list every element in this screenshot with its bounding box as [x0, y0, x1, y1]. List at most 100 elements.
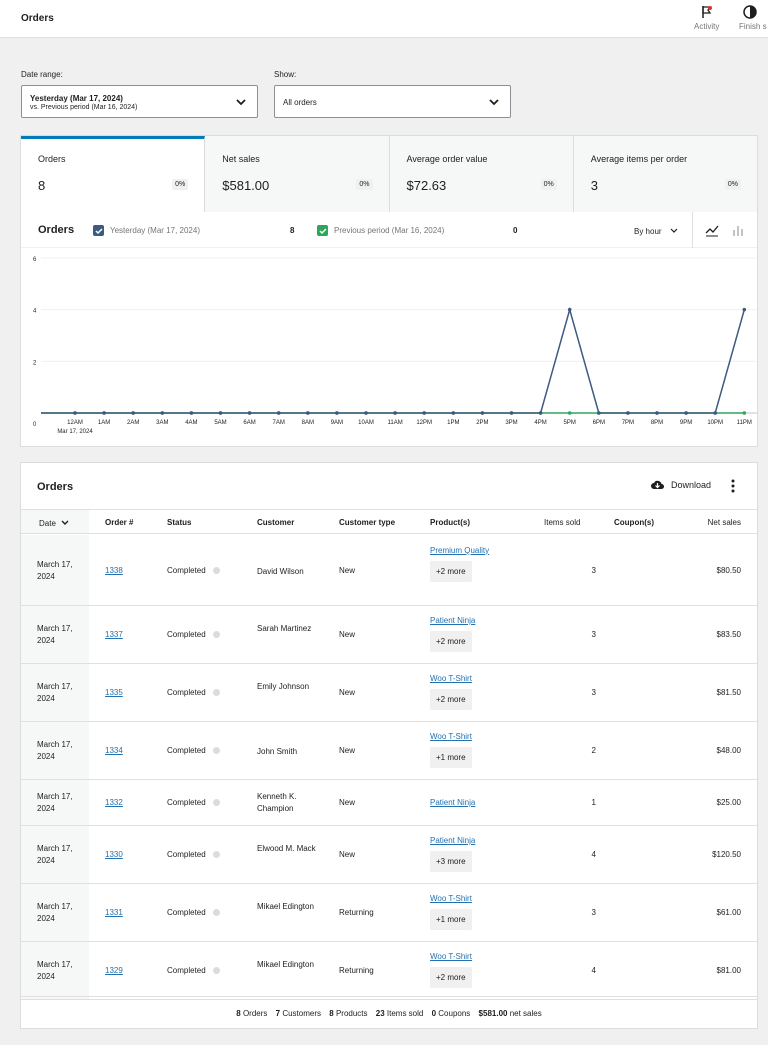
items-sold: 4 [591, 966, 596, 975]
summary-card-average-items[interactable]: Average items per order 3 0% [574, 136, 757, 212]
flag-icon [694, 4, 719, 20]
more-products-button[interactable]: +2 more [430, 967, 472, 988]
order-number-link[interactable]: 1335 [105, 688, 123, 697]
line-chart-icon[interactable] [705, 223, 719, 237]
order-number-link[interactable]: 1330 [105, 850, 123, 859]
summary-card-net-sales[interactable]: Net sales $581.00 0% [205, 136, 390, 212]
data-point-current [597, 411, 601, 415]
table-row: March 17, 2024 1332 Completed Kenneth K. Ch… [21, 780, 757, 826]
order-number-link[interactable]: 1338 [105, 565, 123, 575]
customer-name: John Smith [257, 747, 298, 756]
customer-name: Elwood M. Mack [257, 844, 316, 853]
x-tick-label: 12AM [67, 420, 83, 426]
order-number-link[interactable]: 1334 [105, 746, 123, 755]
products-cell: Patient Ninja +2 more [430, 615, 502, 652]
product-link[interactable]: Patient Ninja [430, 836, 476, 845]
x-tick-label: 11AM [387, 420, 402, 426]
items-sold: 1 [591, 798, 596, 807]
legend-current[interactable]: Yesterday (Mar 17, 2024) [93, 225, 200, 236]
net-sales: $61.00 [716, 908, 741, 917]
column-items-sold[interactable]: Items sold [544, 518, 581, 527]
legend-previous-label: Previous period (Mar 16, 2024) [334, 226, 445, 235]
checkbox-checked-icon [317, 225, 328, 236]
net-sales: $83.50 [716, 630, 741, 639]
net-sales: $120.50 [712, 850, 741, 859]
table-footer-summary: 8 Orders 7 Customers 8 Products 23 Items… [21, 996, 757, 1029]
data-point-current [247, 411, 252, 415]
customer-type: New [339, 565, 356, 575]
data-point-current [364, 411, 368, 415]
status-label: Completed [167, 630, 206, 639]
bar-chart-icon[interactable] [731, 223, 745, 237]
column-net-sales[interactable]: Net sales [707, 518, 741, 527]
x-tick-label: 11PM [737, 420, 752, 426]
footer-items: 23 Items sold [376, 1009, 424, 1018]
column-coupons: Coupon(s) [614, 518, 654, 527]
customer-type: New [339, 798, 356, 807]
column-order[interactable]: Order # [105, 518, 134, 527]
product-link[interactable]: Patient Ninja [430, 798, 476, 807]
activity-button[interactable]: Activity [694, 4, 719, 31]
products-cell: Woo T-Shirt +2 more [430, 951, 502, 988]
order-date: March 17, 2024 [37, 740, 73, 761]
x-tick-label: 3PM [505, 420, 517, 426]
interval-select[interactable]: By hour [634, 226, 678, 236]
order-status: Completed [167, 850, 220, 859]
more-products-button[interactable]: +2 more [430, 560, 472, 582]
order-number-link[interactable]: 1331 [105, 908, 123, 917]
x-tick-label: 10PM [707, 420, 723, 426]
product-link[interactable]: Woo T-Shirt [430, 952, 472, 961]
order-number-link[interactable]: 1329 [105, 966, 123, 975]
date-range-select[interactable]: Yesterday (Mar 17, 2024) vs. Previous pe… [21, 85, 258, 118]
summary-label: Average order value [406, 154, 488, 164]
summary-card-average-order-value[interactable]: Average order value $72.63 0% [390, 136, 574, 212]
more-products-button[interactable]: +1 more [430, 747, 472, 768]
product-link[interactable]: Premium Quality [430, 545, 490, 555]
chart-panel: Orders Yesterday (Mar 17, 2024) 8 Previo… [20, 212, 758, 447]
items-sold: 3 [591, 630, 596, 639]
more-products-button[interactable]: +2 more [430, 631, 472, 652]
product-link[interactable]: Patient Ninja [430, 616, 476, 625]
data-point-current [102, 411, 106, 415]
net-sales: $25.00 [716, 798, 741, 807]
x-tick-label: 5PM [564, 420, 576, 426]
order-date: March 17, 2024 [37, 792, 73, 813]
table-row: March 17, 2024 1337 Completed Sarah Martine… [21, 606, 757, 664]
y-tick-label: 0 [33, 422, 37, 428]
data-point-current [160, 411, 165, 415]
column-customer[interactable]: Customer [257, 518, 295, 527]
column-date[interactable]: Date [39, 518, 69, 528]
table-row: March 17, 2024 1329 Completed Mikael Edingt… [21, 942, 757, 1000]
orders-line-chart: 0 2 4 6 12AM 1AM 2AM 3AM 4AM 5AM 6AM 7AM 8AM 9AM 10AM 1… [33, 257, 757, 435]
product-link[interactable]: Woo T-Shirt [430, 894, 472, 903]
legend-previous[interactable]: Previous period (Mar 16, 2024) [317, 225, 444, 236]
table-title: Orders [37, 481, 74, 493]
product-link[interactable]: Woo T-Shirt [430, 674, 472, 683]
date-cell-bg [21, 884, 89, 941]
x-axis-date-label: Mar 17, 2024 [57, 429, 93, 435]
data-point-current [538, 411, 543, 415]
table-column-header: Date Order # Status Customer Customer ty… [21, 509, 757, 534]
footer-customers: 7 Customers [276, 1009, 321, 1018]
order-number-link[interactable]: 1337 [105, 630, 123, 639]
customer-name: Mikael Edington [257, 902, 314, 911]
customer-name: Sarah Martinez [257, 624, 312, 633]
data-point-current [451, 411, 456, 415]
more-products-button[interactable]: +1 more [430, 909, 472, 930]
summary-change: 0% [724, 179, 741, 190]
summary-value: $72.63 [406, 178, 447, 193]
more-options-icon[interactable] [730, 478, 736, 494]
data-point-current [655, 411, 659, 415]
more-products-button[interactable]: +3 more [430, 851, 472, 872]
finish-setup-button[interactable]: Finish s [739, 4, 767, 31]
order-number-link[interactable]: 1332 [105, 798, 123, 807]
download-button[interactable]: Download [650, 479, 711, 491]
x-tick-label: 1AM [98, 420, 110, 426]
customer-type: Returning [339, 908, 374, 917]
data-point-current [480, 411, 485, 415]
products-cell: Woo T-Shirt +2 more [430, 673, 502, 710]
summary-card-orders[interactable]: Orders 8 0% [21, 136, 206, 212]
show-select[interactable]: All orders [274, 85, 511, 118]
more-products-button[interactable]: +2 more [430, 689, 472, 710]
product-link[interactable]: Woo T-Shirt [430, 732, 472, 741]
